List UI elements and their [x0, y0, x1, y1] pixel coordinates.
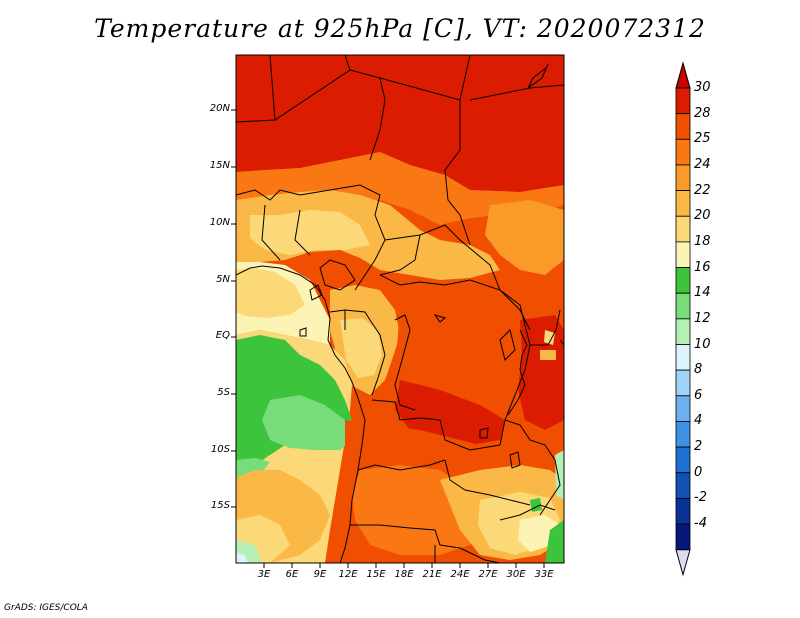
colorbar-label: 20 — [694, 208, 711, 224]
colorbar-label: 6 — [694, 387, 703, 403]
colorbar-bottom-arrow — [675, 549, 691, 577]
colorbar-top-arrow — [675, 61, 691, 89]
lon-tick-label: 27E — [478, 569, 498, 580]
colorbar-segment — [675, 292, 691, 320]
colorbar-segment — [675, 241, 691, 268]
colorbar-segment — [675, 446, 691, 474]
colorbar-segment — [675, 164, 691, 191]
colorbar-label: 12 — [694, 310, 711, 326]
lon-tick-label: 33E — [534, 569, 554, 580]
lat-tick-label: 15S — [210, 500, 230, 511]
lat-tick-label: 5N — [216, 274, 230, 285]
colorbar-label: 2 — [694, 439, 703, 455]
colorbar-label: 14 — [694, 285, 711, 301]
lat-tick-label: 15N — [209, 160, 230, 171]
colorbar-segment — [675, 267, 691, 294]
colorbar-label: 25 — [694, 131, 711, 147]
lon-tick-label: 21E — [422, 569, 442, 580]
colorbar-segment — [675, 318, 691, 345]
colorbar-segment — [675, 395, 691, 422]
colorbar-segment — [675, 497, 691, 525]
credit-label: GrADS: IGES/COLA — [4, 603, 88, 613]
lon-tick-label: 3E — [257, 569, 271, 580]
lon-tick-label: 18E — [394, 569, 414, 580]
colorbar-label: 18 — [694, 233, 711, 249]
colorbar-segment — [675, 87, 691, 115]
colorbar-label: 4 — [694, 413, 703, 429]
lat-tick-label: 5S — [217, 387, 230, 398]
lon-tick-label: 30E — [506, 569, 526, 580]
colorbar-segment — [675, 421, 691, 448]
lon-tick-label: 15E — [366, 569, 386, 580]
lat-tick-label: EQ — [215, 330, 230, 341]
lon-tick-label: 9E — [313, 569, 327, 580]
lon-tick-label: 6E — [285, 569, 299, 580]
lon-tick-label: 24E — [450, 569, 470, 580]
colorbar-segment — [675, 344, 691, 371]
colorbar-segment — [675, 472, 691, 499]
map-title: Temperature at 925hPa [C], VT: 202007231… — [94, 14, 706, 43]
colorbar-label: 28 — [694, 105, 711, 121]
colorbar-label: 16 — [694, 259, 711, 275]
colorbar-segment — [675, 138, 691, 166]
colorbar-label: 8 — [694, 362, 703, 378]
colorbar-segment — [675, 369, 691, 397]
colorbar-label: -2 — [694, 490, 707, 506]
colorbar-label: 30 — [694, 80, 711, 95]
country-borders — [236, 55, 564, 563]
colorbar-label: 10 — [694, 336, 711, 352]
colorbar-label: -4 — [694, 516, 707, 532]
lat-tick-label: 10S — [210, 444, 230, 455]
colorbar-label: 24 — [694, 156, 711, 172]
colorbar-segment — [675, 190, 691, 217]
lon-tick-label: 12E — [338, 569, 358, 580]
temperature-field — [236, 55, 564, 563]
colorbar-segment — [675, 523, 691, 551]
colorbar-label: 0 — [694, 464, 703, 480]
colorbar-segment — [675, 215, 691, 243]
axis-ticks — [231, 109, 545, 568]
colorbar-label: 22 — [694, 182, 711, 198]
lat-tick-label: 20N — [209, 103, 230, 114]
plot-frame — [235, 54, 565, 564]
colorbar-segment — [675, 113, 691, 140]
lat-tick-label: 10N — [209, 217, 230, 228]
